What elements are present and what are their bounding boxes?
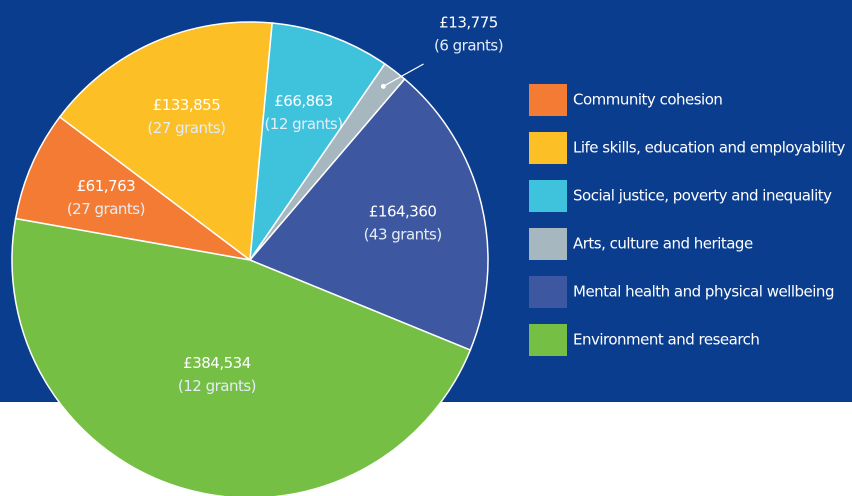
pie-slice [14, 115, 251, 261]
value-label: £61,763 [77, 177, 136, 195]
legend-swatch [529, 324, 567, 356]
legend-label: Life skills, education and employability [573, 139, 846, 157]
legend-swatch [529, 228, 567, 260]
legend-label: Social justice, poverty and inequality [573, 187, 832, 205]
grant-label: (27 grants) [67, 200, 145, 218]
value-label: £66,863 [274, 92, 333, 110]
value-label: £384,534 [183, 354, 251, 372]
legend-label: Arts, culture and heritage [573, 235, 753, 253]
pie-slice [248, 78, 489, 352]
legend-swatch [529, 132, 567, 164]
legend-swatch [529, 180, 567, 212]
legend-label: Community cohesion [573, 91, 722, 109]
legend-swatch [529, 276, 567, 308]
pie-slice [58, 21, 273, 262]
legend-label: Environment and research [573, 331, 759, 349]
pie-slice [11, 217, 472, 496]
value-label: £133,855 [153, 96, 221, 114]
leader-line [383, 63, 424, 87]
legend-label: Mental health and physical wellbeing [573, 283, 834, 301]
grant-label: (6 grants) [434, 36, 503, 54]
grant-label: (12 grants) [264, 115, 342, 133]
value-label: £13,775 [439, 13, 498, 31]
value-label: £164,360 [369, 203, 437, 221]
pie-slice [248, 22, 386, 263]
grant-label: (43 grants) [364, 226, 442, 244]
legend-swatch [529, 84, 567, 116]
grant-label: (27 grants) [147, 119, 225, 137]
grant-label: (12 grants) [178, 377, 256, 395]
